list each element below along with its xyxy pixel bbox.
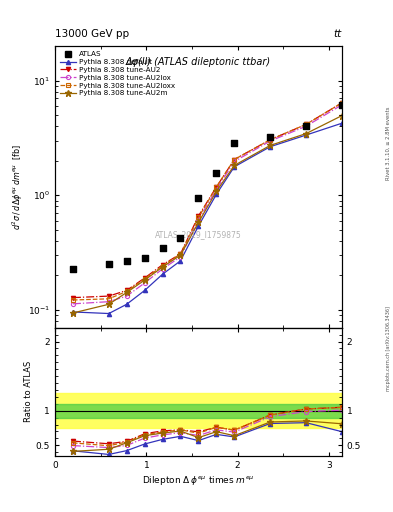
Point xyxy=(160,243,166,251)
Y-axis label: $d^2\sigma\,/\,d\Delta\phi^{e\mu}\,dm^{e\mu}$  [fb]: $d^2\sigma\,/\,d\Delta\phi^{e\mu}\,dm^{e… xyxy=(11,144,25,230)
Point xyxy=(213,169,220,178)
Text: Δφ(ll) (ATLAS dileptonic ttbar): Δφ(ll) (ATLAS dileptonic ttbar) xyxy=(126,57,271,68)
Point xyxy=(123,258,130,266)
Text: ATLAS_2019_I1759875: ATLAS_2019_I1759875 xyxy=(155,230,242,239)
Point xyxy=(303,121,309,130)
Point xyxy=(70,265,76,273)
Text: Rivet 3.1.10, ≥ 2.8M events: Rivet 3.1.10, ≥ 2.8M events xyxy=(386,106,391,180)
Text: tt: tt xyxy=(334,29,342,39)
X-axis label: Dilepton $\Delta\,\phi^{e\mu}$ times $m^{e\mu}$: Dilepton $\Delta\,\phi^{e\mu}$ times $m^… xyxy=(142,474,255,487)
Point xyxy=(195,194,202,202)
Y-axis label: Ratio to ATLAS: Ratio to ATLAS xyxy=(24,361,33,422)
Legend: ATLAS, Pythia 8.308 default, Pythia 8.308 tune-AU2, Pythia 8.308 tune-AU2lox, Py: ATLAS, Pythia 8.308 default, Pythia 8.30… xyxy=(58,49,177,99)
Point xyxy=(106,260,112,268)
Text: 13000 GeV pp: 13000 GeV pp xyxy=(55,29,129,39)
Point xyxy=(267,133,273,141)
Point xyxy=(177,234,184,242)
Point xyxy=(339,101,345,109)
Text: mcplots.cern.ch [arXiv:1306.3436]: mcplots.cern.ch [arXiv:1306.3436] xyxy=(386,306,391,391)
Point xyxy=(231,139,237,147)
Point xyxy=(141,253,148,262)
